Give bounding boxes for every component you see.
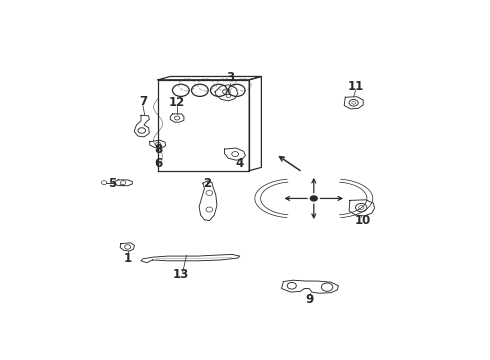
Text: 7: 7 <box>139 95 147 108</box>
Text: 12: 12 <box>169 96 185 109</box>
Text: 10: 10 <box>355 214 371 227</box>
Text: 11: 11 <box>347 80 364 93</box>
Text: 8: 8 <box>154 143 162 157</box>
Text: 13: 13 <box>173 268 189 281</box>
Text: 9: 9 <box>306 293 314 306</box>
Text: 3: 3 <box>226 71 234 84</box>
Circle shape <box>310 196 317 201</box>
Text: 2: 2 <box>203 177 212 190</box>
Text: 4: 4 <box>236 157 244 170</box>
Text: 6: 6 <box>154 157 162 170</box>
Text: 1: 1 <box>123 252 132 265</box>
Text: 5: 5 <box>108 177 117 190</box>
